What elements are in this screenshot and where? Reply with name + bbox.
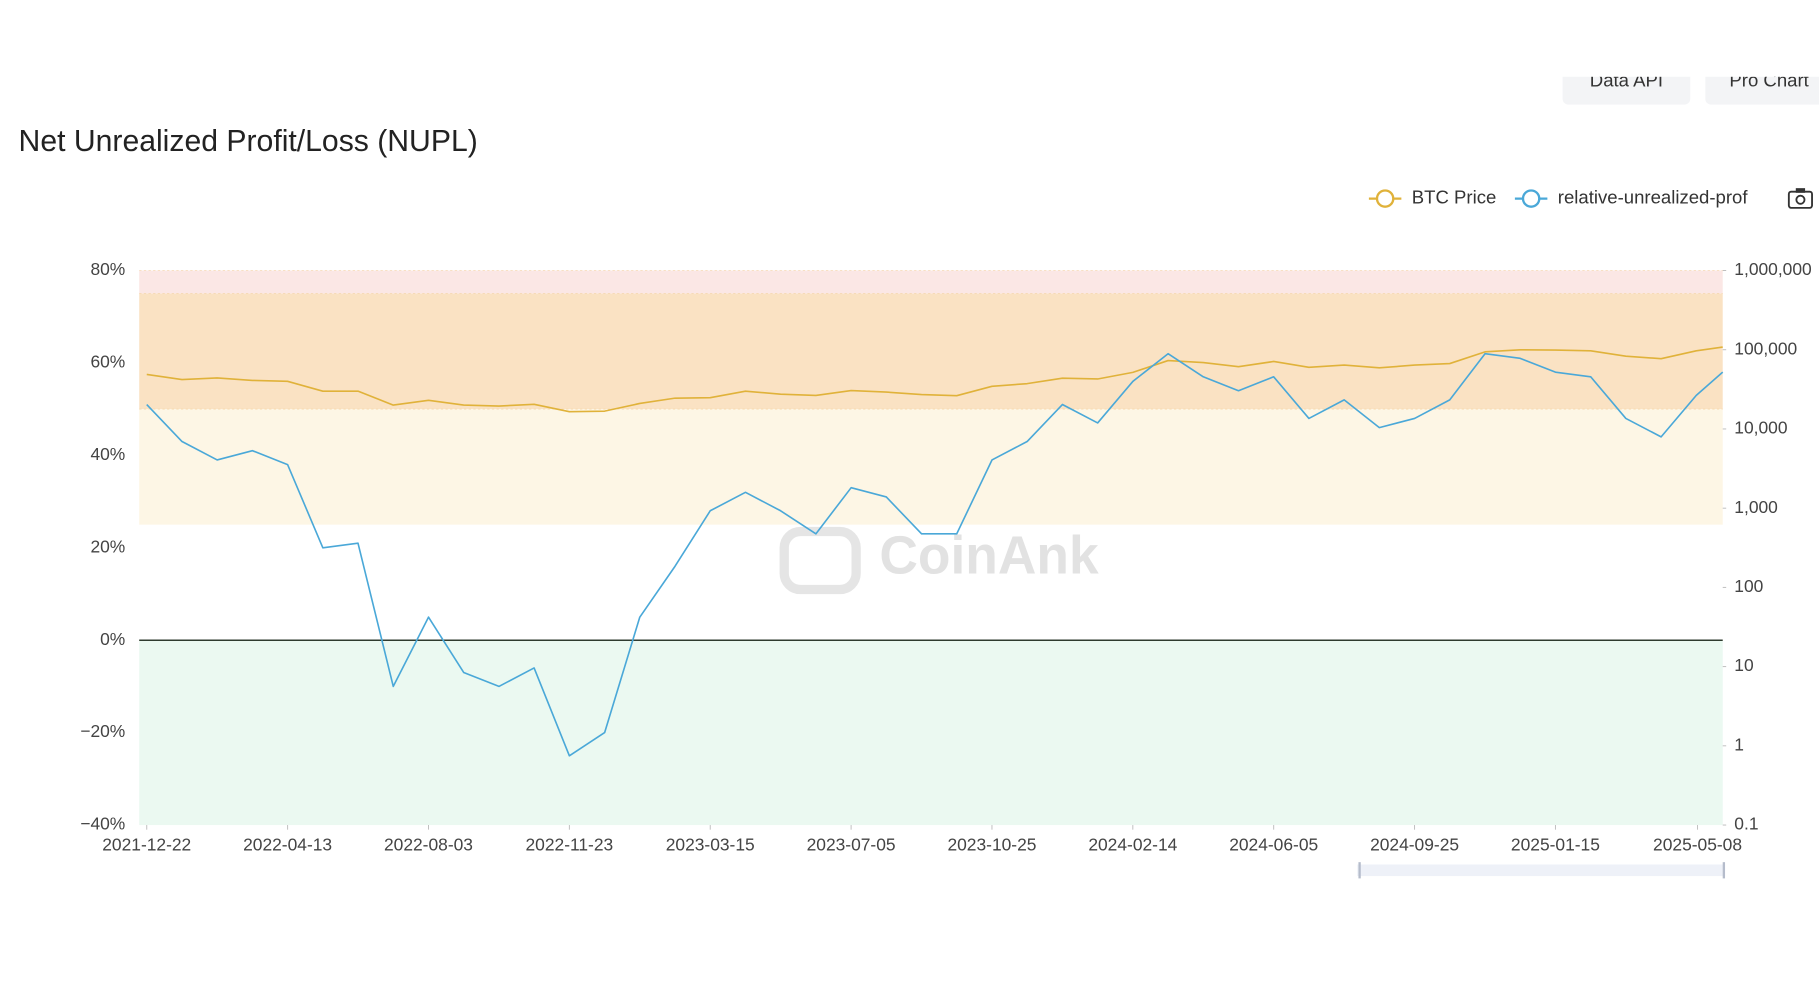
camera-icon[interactable]	[1787, 188, 1813, 209]
legend-label: BTC Price	[1412, 187, 1497, 208]
x-tick-label: 2024-02-14	[1088, 835, 1177, 855]
x-tick-label: 2025-05-08	[1653, 835, 1742, 855]
zoom-slider[interactable]	[1357, 864, 1726, 877]
x-tick-label: 2023-07-05	[807, 835, 896, 855]
y2-tick-label: 0.1	[1734, 814, 1758, 834]
y-tick-label: 40%	[90, 444, 125, 464]
y2-tick-label: 1,000	[1734, 497, 1778, 517]
x-tick-label: 2023-10-25	[947, 835, 1036, 855]
y2-tick-label: 10,000	[1734, 418, 1787, 438]
zone	[139, 640, 1723, 826]
watermark-logo	[779, 526, 861, 595]
x-tick-label: 2022-04-13	[243, 835, 332, 855]
y-tick-label: −20%	[80, 721, 125, 741]
watermark: CoinAnk	[879, 526, 1099, 585]
zone	[139, 270, 1723, 294]
x-tick-label: 2025-01-15	[1511, 835, 1600, 855]
y2-tick-label: 10	[1734, 655, 1753, 675]
y-tick-label: 20%	[90, 536, 125, 556]
y2-tick-label: 100	[1734, 576, 1763, 596]
header-mask	[0, 0, 1819, 77]
legend-marker	[1521, 189, 1541, 208]
x-tick-label: 2023-03-15	[666, 835, 755, 855]
x-tick-label: 2024-09-25	[1370, 835, 1459, 855]
x-tick-label: 2024-06-05	[1229, 835, 1318, 855]
y-tick-label: −40%	[80, 814, 125, 834]
x-tick-label: 2022-08-03	[384, 835, 473, 855]
series-line	[146, 352, 1724, 757]
legend-label: relative-unrealized-prof	[1558, 187, 1749, 208]
y2-tick-label: 1,000,000	[1734, 259, 1811, 279]
y2-tick-label: 1	[1734, 734, 1744, 754]
legend-marker	[1375, 189, 1395, 208]
series-line	[146, 346, 1723, 413]
y-tick-label: 80%	[90, 259, 125, 279]
x-tick-label: 2021-12-22	[102, 835, 191, 855]
x-tick-label: 2022-11-23	[526, 835, 614, 855]
y-tick-label: 0%	[100, 629, 125, 649]
chart-title: Net Unrealized Profit/Loss (NUPL)	[19, 125, 478, 158]
zone	[139, 409, 1723, 525]
y-tick-label: 60%	[90, 352, 125, 372]
zone	[139, 293, 1723, 410]
y2-tick-label: 100,000	[1734, 338, 1797, 358]
